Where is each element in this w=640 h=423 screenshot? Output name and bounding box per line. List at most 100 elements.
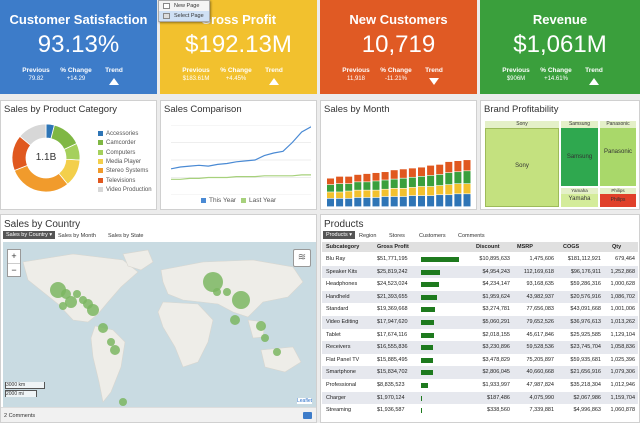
select-page-icon xyxy=(163,13,170,19)
kpi-tile[interactable]: New Customers 10,719 Previous 11,918 % Chang… xyxy=(320,0,477,94)
cell-gross-profit: $17,674,116 xyxy=(377,331,408,338)
menu-item-new-page[interactable]: New Page xyxy=(159,1,209,11)
month-bar-segment xyxy=(390,179,398,188)
comment-icon[interactable] xyxy=(303,412,312,419)
cell-gross-profit: $15,885,495 xyxy=(377,356,408,363)
cell-discount: $338,560 xyxy=(487,407,510,414)
tab-sales-by-country[interactable]: Sales by Country ▾ xyxy=(3,231,56,239)
table-row[interactable]: Receivers $16,555,836 $3,230,896 59,528,536… xyxy=(322,341,638,354)
table-row[interactable]: Charger $1,970,124 $187,486 4,075,990 $2,067… xyxy=(322,391,638,405)
legend-swatch-last-year xyxy=(241,198,246,203)
month-bar-segment xyxy=(381,180,389,189)
table-row[interactable]: Smartphone $15,834,702 $2,806,045 40,660,66… xyxy=(322,366,638,379)
col-gross-profit[interactable]: Gross Profit xyxy=(377,244,409,250)
table-row[interactable]: Speaker Kits $25,819,242 $4,954,243 112,169… xyxy=(322,265,638,279)
table-row[interactable]: Professional $8,835,523 $1,933,997 47,987,8… xyxy=(322,379,638,392)
tab-comments[interactable]: Comments xyxy=(458,233,485,239)
legend-swatch xyxy=(98,186,103,192)
month-bar-segment xyxy=(454,194,462,207)
zoom-in-button[interactable]: + xyxy=(11,251,17,261)
menu-item-select-page[interactable]: Select Page xyxy=(159,11,209,21)
kpi-title: Customer Satisfaction xyxy=(9,12,148,27)
brand-profitability-panel: Brand Profitability Sony Sony Samsung Sa… xyxy=(480,100,640,210)
layers-icon[interactable]: ≋ xyxy=(293,249,311,267)
table-row[interactable]: Flat Panel TV $15,885,495 $3,478,829 75,205… xyxy=(322,354,638,367)
cell-msrp: 75,205,897 xyxy=(526,356,554,363)
zoom-out-button[interactable]: − xyxy=(8,263,20,277)
table-row[interactable]: Headphones $24,523,024 $4,234,147 93,168,63… xyxy=(322,278,638,291)
table-row[interactable]: Handheld $21,393,655 $1,959,624 43,982,937 $… xyxy=(322,290,638,304)
month-bar-segment xyxy=(345,198,353,207)
comments-count[interactable]: 2 Comments xyxy=(4,413,36,419)
legend-item[interactable]: Computers xyxy=(98,149,135,156)
country-sales-bubble xyxy=(87,304,99,316)
table-row[interactable]: Streaming $1,936,587 $338,560 7,339,881 $4,9… xyxy=(322,404,638,417)
cell-gross-profit: $1,936,587 xyxy=(377,407,405,414)
table-row[interactable]: Video Editing $17,947,620 $5,060,291 79,652… xyxy=(322,316,638,329)
map-scale-km: 3000 km xyxy=(5,382,45,389)
treemap-cell-panasonic[interactable]: Panasonic Panasonic xyxy=(600,121,636,186)
month-bar-segment xyxy=(454,184,462,194)
col-qty[interactable]: Qty xyxy=(612,244,622,250)
category-donut-chart[interactable] xyxy=(6,118,86,198)
cell-subcategory: Video Editing xyxy=(326,319,359,325)
month-bar-segment xyxy=(427,186,435,196)
sales-by-month-stacked-chart[interactable] xyxy=(327,121,473,207)
sales-by-month-panel: Sales by Month xyxy=(320,100,477,210)
tab-sales-by-state[interactable]: Sales by State xyxy=(108,233,144,239)
table-row[interactable]: Tablet $17,674,116 $2,018,155 45,617,846 $25… xyxy=(322,329,638,342)
legend-item[interactable]: Stereo Systems xyxy=(98,168,148,174)
table-row[interactable]: Standard $19,369,668 $3,274,781 77,656,083 $… xyxy=(322,303,638,316)
cell-subcategory: Professional xyxy=(326,382,357,388)
world-map[interactable] xyxy=(3,242,316,407)
country-sales-bubble xyxy=(59,302,67,310)
tab-sales-by-month[interactable]: Sales by Month xyxy=(58,233,96,239)
month-bar-segment xyxy=(418,186,425,196)
sales-comparison-line-chart[interactable] xyxy=(171,125,311,195)
brand-treemap[interactable]: Sony Sony Samsung Samsung Panasonic Pana… xyxy=(485,121,636,207)
kpi-tile[interactable]: Revenue $1,061M Previous $906M % Change +14.6… xyxy=(480,0,640,94)
gross-profit-bar xyxy=(421,357,433,363)
comments-bar: 2 Comments xyxy=(1,407,316,422)
legend-item[interactable]: Media Player xyxy=(98,158,141,165)
month-bar-segment xyxy=(381,172,389,180)
tab-region[interactable]: Region xyxy=(359,233,377,239)
month-bar-segment xyxy=(399,178,407,188)
kpi-change: % Change -11.21% xyxy=(380,67,412,82)
col-subcategory[interactable]: Subcategory xyxy=(326,244,360,250)
gross-profit-bar xyxy=(421,383,428,388)
trend-up-icon xyxy=(109,78,119,85)
table-row[interactable]: Blu Ray $51,771,195 $10,895,633 1,475,606 $1… xyxy=(322,253,638,266)
cell-subcategory: Flat Panel TV xyxy=(326,356,360,363)
col-cogs[interactable]: COGS xyxy=(563,244,580,250)
col-discount[interactable]: Discount xyxy=(476,244,500,250)
month-bar-segment xyxy=(408,195,416,207)
cell-gross-profit: $51,771,195 xyxy=(377,256,408,262)
legend-item[interactable]: Televisions xyxy=(98,177,135,184)
month-bar-segment xyxy=(427,165,435,176)
legend-item[interactable]: Camcorder xyxy=(98,140,136,146)
treemap-cell-yamaha[interactable]: Yamaha Yamaha xyxy=(561,188,598,207)
legend-item[interactable]: Video Production xyxy=(98,186,152,193)
month-bar-segment xyxy=(399,188,407,197)
series-last-year-line xyxy=(171,174,311,180)
map-attribution[interactable]: Leaflet xyxy=(297,398,313,404)
cell-msrp: 4,075,990 xyxy=(529,394,554,401)
kpi-trend-label: Trend xyxy=(265,67,283,74)
tab-stores[interactable]: Stores xyxy=(389,233,405,239)
gross-profit-bar xyxy=(421,395,423,401)
month-bar-segment xyxy=(445,161,453,173)
cell-msrp: 79,652,526 xyxy=(526,319,554,325)
context-menu[interactable]: New Page Select Page xyxy=(158,0,210,22)
tab-products[interactable]: Products ▾ xyxy=(323,231,356,239)
month-bar-segment xyxy=(345,184,353,191)
landmass xyxy=(90,325,126,403)
cell-qty: 1,013,262 xyxy=(610,319,635,325)
col-msrp[interactable]: MSRP xyxy=(517,244,533,250)
tab-customers[interactable]: Customers xyxy=(419,233,446,239)
kpi-tile[interactable]: Customer Satisfaction 93.13% Previous 79.82… xyxy=(0,0,157,94)
treemap-cell-sony[interactable]: Sony Sony xyxy=(485,121,559,207)
treemap-cell-philips[interactable]: Philips Philips xyxy=(600,188,636,207)
legend-item[interactable]: Accessories xyxy=(98,131,138,137)
treemap-cell-samsung[interactable]: Samsung Samsung xyxy=(561,121,598,186)
